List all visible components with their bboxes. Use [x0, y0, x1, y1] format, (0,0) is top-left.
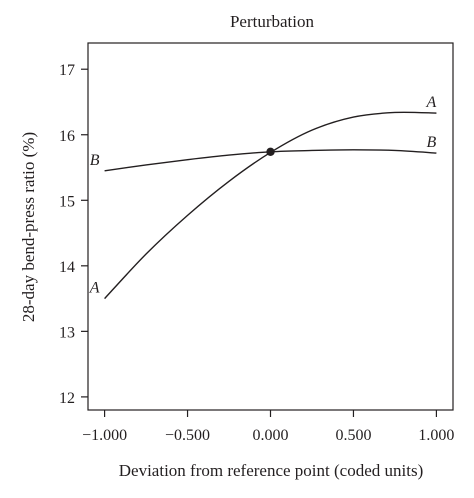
y-tick-label: 13 [59, 324, 75, 341]
y-axis-title: 28-day bend-press ratio (%) [19, 132, 38, 322]
y-tick-label: 17 [59, 62, 75, 79]
reference-point-marker [266, 147, 275, 156]
series-b-start-label: B [90, 152, 100, 169]
y-axis: 12 13 14 15 16 17 [59, 62, 88, 407]
series-a-end-label: A [426, 94, 437, 111]
series-a-start-label: A [89, 280, 100, 297]
plot-area: A A B B [89, 94, 437, 300]
x-axis-title: Deviation from reference point (coded un… [119, 461, 423, 480]
y-tick-label: 12 [59, 390, 75, 407]
series-b-end-label: B [427, 134, 437, 151]
plot-frame [87, 42, 454, 411]
y-tick-label: 16 [59, 128, 75, 145]
y-tick-label: 14 [59, 259, 75, 276]
x-tick-label: −1.000 [82, 427, 127, 444]
x-tick-label: −0.500 [165, 427, 210, 444]
x-tick-label: 0.500 [335, 427, 371, 444]
chart-title: Perturbation [230, 12, 315, 31]
x-tick-label: 1.000 [418, 427, 454, 444]
y-tick-label: 15 [59, 193, 75, 210]
series-a-line [104, 111, 437, 300]
x-axis: −1.000 −0.500 0.000 0.500 1.000 [82, 410, 454, 444]
x-tick-label: 0.000 [253, 427, 289, 444]
